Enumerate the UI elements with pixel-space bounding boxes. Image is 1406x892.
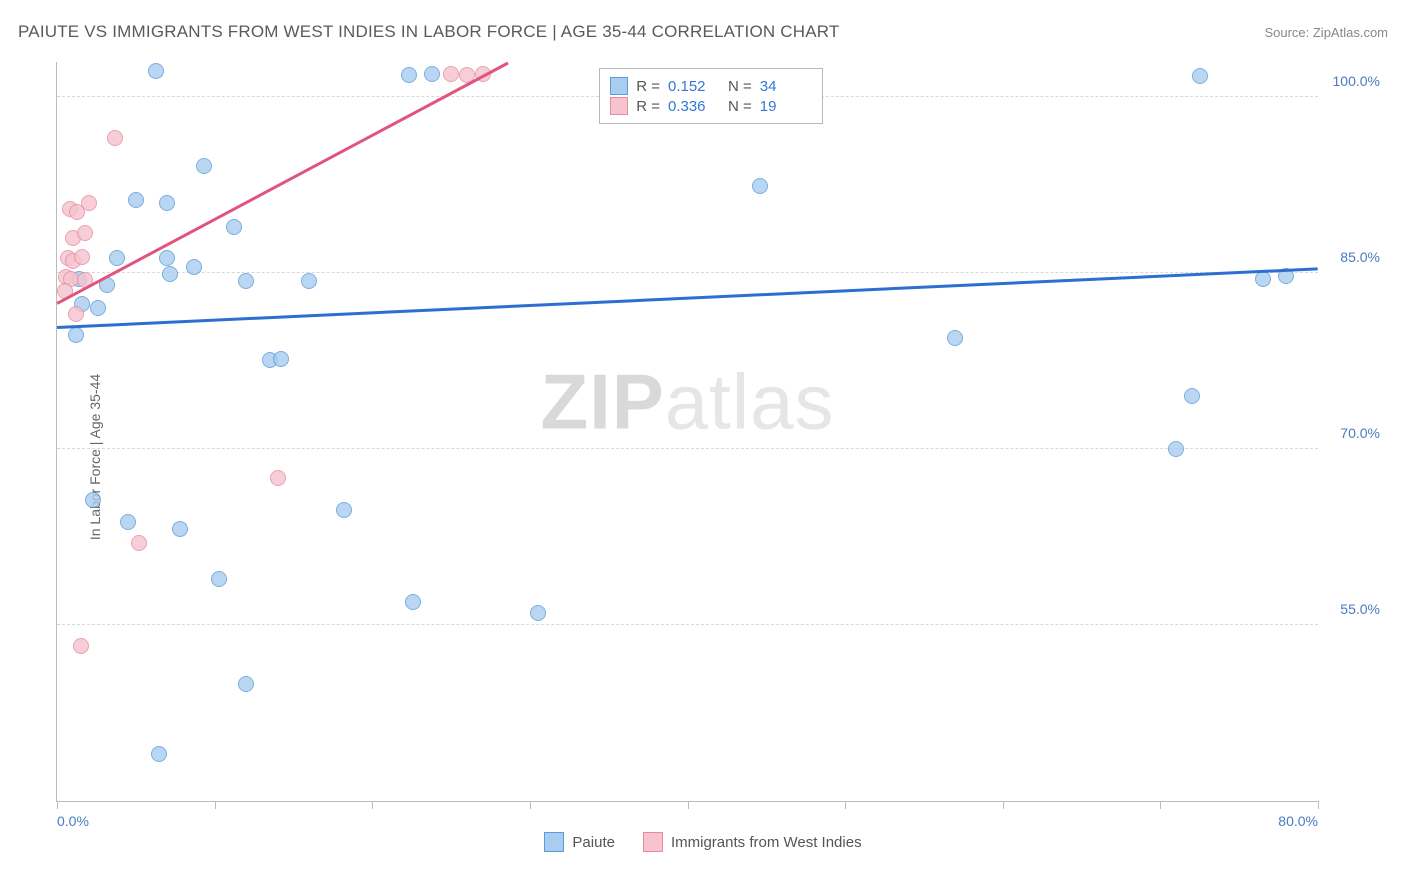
legend-swatch — [544, 832, 564, 852]
y-tick-label: 85.0% — [1340, 249, 1380, 265]
stats-n-label: N = — [728, 78, 752, 95]
scatter-point — [1184, 388, 1200, 404]
scatter-point — [109, 250, 125, 266]
watermark-bold: ZIP — [540, 357, 664, 445]
y-tick-label: 100.0% — [1333, 73, 1380, 89]
scatter-point — [73, 638, 89, 654]
x-tick — [215, 801, 216, 809]
scatter-point — [68, 327, 84, 343]
scatter-point — [1192, 68, 1208, 84]
stats-row: R = 0.152 N = 34 — [610, 77, 812, 95]
scatter-point — [77, 225, 93, 241]
scatter-point — [443, 66, 459, 82]
stats-r-value: 0.152 — [668, 78, 720, 95]
scatter-point — [107, 130, 123, 146]
legend-label: Immigrants from West Indies — [671, 834, 862, 851]
x-tick — [1160, 801, 1161, 809]
scatter-point — [270, 470, 286, 486]
trend-line — [56, 62, 508, 305]
x-tick — [372, 801, 373, 809]
scatter-point — [530, 605, 546, 621]
scatter-point — [401, 67, 417, 83]
scatter-point — [186, 259, 202, 275]
stats-swatch — [610, 97, 628, 115]
scatter-point — [405, 594, 421, 610]
stats-r-label: R = — [636, 78, 660, 95]
scatter-point — [172, 521, 188, 537]
scatter-point — [238, 676, 254, 692]
scatter-point — [85, 492, 101, 508]
scatter-point — [159, 195, 175, 211]
scatter-point — [131, 535, 147, 551]
scatter-point — [74, 249, 90, 265]
scatter-point — [162, 266, 178, 282]
x-tick — [1318, 801, 1319, 809]
scatter-point — [148, 63, 164, 79]
stats-swatch — [610, 77, 628, 95]
scatter-point — [1255, 271, 1271, 287]
stats-r-value: 0.336 — [668, 98, 720, 115]
scatter-point — [211, 571, 227, 587]
stats-row: R = 0.336 N = 19 — [610, 97, 812, 115]
scatter-point — [196, 158, 212, 174]
scatter-point — [752, 178, 768, 194]
gridline-h — [57, 448, 1318, 449]
x-tick-label: 80.0% — [1278, 813, 1318, 829]
x-tick — [57, 801, 58, 809]
scatter-point — [120, 514, 136, 530]
stats-n-value: 34 — [760, 78, 812, 95]
x-tick — [688, 801, 689, 809]
scatter-point — [238, 273, 254, 289]
scatter-point — [90, 300, 106, 316]
y-tick-label: 70.0% — [1340, 425, 1380, 441]
scatter-point — [81, 195, 97, 211]
x-tick-label: 0.0% — [57, 813, 89, 829]
scatter-point — [1168, 441, 1184, 457]
gridline-h — [57, 624, 1318, 625]
plot-area: ZIPatlas 55.0%70.0%85.0%100.0%0.0%80.0%R… — [56, 62, 1318, 802]
legend-item: Paiute — [544, 832, 615, 852]
scatter-point — [336, 502, 352, 518]
chart-container: In Labor Force | Age 35-44 ZIPatlas 55.0… — [18, 52, 1388, 862]
watermark: ZIPatlas — [540, 356, 834, 447]
watermark-rest: atlas — [665, 357, 835, 445]
scatter-point — [947, 330, 963, 346]
chart-source: Source: ZipAtlas.com — [1264, 25, 1388, 40]
legend-label: Paiute — [572, 834, 615, 851]
x-tick — [845, 801, 846, 809]
scatter-point — [226, 219, 242, 235]
scatter-point — [128, 192, 144, 208]
x-tick — [1003, 801, 1004, 809]
scatter-point — [301, 273, 317, 289]
scatter-point — [151, 746, 167, 762]
legend-swatch — [643, 832, 663, 852]
stats-r-label: R = — [636, 98, 660, 115]
legend-item: Immigrants from West Indies — [643, 832, 862, 852]
chart-title: PAIUTE VS IMMIGRANTS FROM WEST INDIES IN… — [18, 22, 840, 42]
stats-n-value: 19 — [760, 98, 812, 115]
stats-n-label: N = — [728, 98, 752, 115]
scatter-point — [424, 66, 440, 82]
y-tick-label: 55.0% — [1340, 601, 1380, 617]
stats-box: R = 0.152 N = 34 R = 0.336 N = 19 — [599, 68, 823, 124]
x-tick — [530, 801, 531, 809]
scatter-point — [68, 306, 84, 322]
chart-header: PAIUTE VS IMMIGRANTS FROM WEST INDIES IN… — [18, 22, 1388, 42]
scatter-point — [159, 250, 175, 266]
scatter-point — [273, 351, 289, 367]
legend: Paiute Immigrants from West Indies — [18, 832, 1388, 852]
